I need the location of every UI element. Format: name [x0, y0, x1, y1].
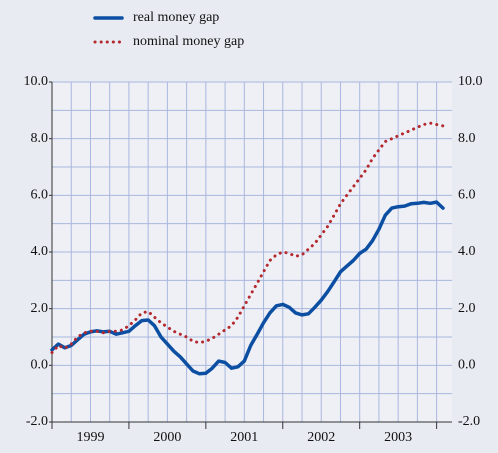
- y-tick-label: 10.0: [24, 74, 49, 89]
- series-line: [50, 200, 445, 376]
- x-tick-label: 1999: [76, 430, 104, 445]
- y2-tick-label: 10.0: [458, 74, 483, 89]
- y2-tick-label: 6.0: [458, 188, 476, 203]
- y2-tick-label: 2.0: [458, 301, 476, 316]
- y-tick-label: 8.0: [31, 131, 49, 146]
- legend-label: real money gap: [133, 10, 219, 25]
- y-tick-label: 4.0: [31, 244, 49, 259]
- y-tick-label: 6.0: [31, 188, 49, 203]
- y-tick-label: -2.0: [26, 414, 48, 429]
- x-tick-label: 2001: [230, 430, 258, 445]
- y-tick-label: 0.0: [31, 358, 49, 373]
- x-tick-label: 2000: [153, 430, 181, 445]
- x-tick-label: 2002: [307, 430, 335, 445]
- legend-label: nominal money gap: [133, 34, 244, 49]
- y2-tick-label: -2.0: [458, 414, 480, 429]
- x-tick-label: 2003: [384, 430, 412, 445]
- series-line: [50, 121, 445, 355]
- y2-tick-label: 0.0: [458, 358, 476, 373]
- y2-tick-label: 8.0: [458, 131, 476, 146]
- y2-tick-label: 4.0: [458, 244, 476, 259]
- y-tick-label: 2.0: [31, 301, 49, 316]
